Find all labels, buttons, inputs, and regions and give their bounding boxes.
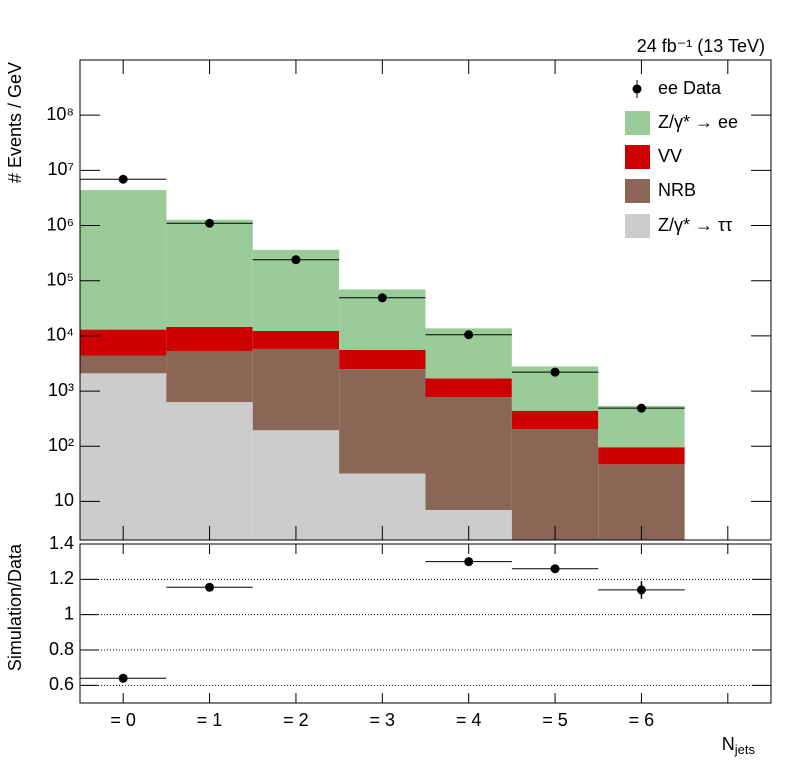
legend-label: Z/γ* → ee: [658, 112, 738, 132]
legend-swatch: [625, 214, 650, 238]
data-point: [205, 582, 215, 592]
x-tick-label: = 0: [110, 710, 136, 730]
y-tick-label: 10⁴: [46, 325, 74, 345]
frame: [79, 543, 772, 704]
stack-segment: [80, 190, 167, 330]
x-tick-label: = 4: [456, 710, 482, 730]
y-tick-label: 0.8: [49, 639, 74, 659]
x-tick-label: = 2: [283, 710, 309, 730]
stack-segment: [166, 402, 253, 540]
data-point: [291, 255, 301, 265]
stack-segment: [339, 349, 426, 370]
legend-label: ee Data: [658, 78, 722, 98]
data-point: [464, 557, 474, 567]
x-tick-label: = 6: [629, 710, 655, 730]
y-tick-label: 1.4: [49, 533, 74, 553]
y-axis-label: # Events / GeV: [5, 62, 25, 183]
y-tick-label: 0.6: [49, 674, 74, 694]
stack-segment: [166, 219, 253, 327]
stack-segment: [511, 429, 599, 540]
legend-marker: [632, 84, 642, 94]
stack-segment: [80, 329, 167, 356]
stack-segment: [598, 447, 685, 465]
stack-segment: [252, 330, 340, 349]
data-point: [636, 403, 646, 413]
y-tick-label: 10²: [48, 435, 74, 455]
x-axis-label-sub: jets: [734, 742, 756, 757]
frame: [79, 59, 772, 541]
data-point: [550, 367, 560, 377]
legend-label: NRB: [658, 180, 696, 200]
stack-segment: [166, 326, 253, 351]
y-tick-label: 1.2: [49, 568, 74, 588]
stack-segment: [80, 355, 167, 374]
y-tick-label: 10³: [48, 380, 74, 400]
stack-segment: [80, 373, 167, 540]
y-axis-label: Simulation/Data: [5, 543, 25, 671]
legend-label: Z/γ* → ττ: [658, 215, 732, 235]
y-tick-label: 10⁵: [47, 269, 74, 289]
stack-segment: [252, 430, 340, 540]
x-tick-label: = 1: [197, 710, 223, 730]
stack-segment: [252, 348, 340, 431]
x-axis-label-main: N: [722, 734, 735, 754]
stack-segment: [425, 378, 512, 398]
y-tick-label: 1: [64, 603, 74, 623]
data-point: [118, 673, 128, 683]
legend-swatch: [625, 179, 650, 203]
data-point: [636, 585, 646, 595]
legend-label: VV: [658, 146, 682, 166]
y-tick-label: 10⁷: [47, 159, 74, 179]
y-tick-label: 10: [54, 490, 74, 510]
stack-segment: [425, 397, 512, 510]
data-point: [377, 293, 387, 303]
legend-swatch: [625, 111, 650, 135]
y-tick-label: 10⁸: [46, 104, 74, 124]
x-axis-label: Njets: [722, 734, 756, 758]
legend-swatch: [625, 145, 650, 169]
x-tick-label: = 3: [370, 710, 396, 730]
data-point: [550, 564, 560, 574]
data-point: [464, 330, 474, 340]
stack-segment: [511, 410, 599, 430]
annotation: 24 fb⁻¹ (13 TeV): [637, 36, 765, 56]
data-point: [205, 218, 215, 228]
x-tick-label: = 5: [542, 710, 568, 730]
data-point: [118, 174, 128, 184]
stack-segment: [598, 405, 685, 448]
stack-segment: [339, 369, 426, 474]
y-tick-label: 10⁶: [47, 214, 74, 234]
stack-segment: [166, 350, 253, 403]
